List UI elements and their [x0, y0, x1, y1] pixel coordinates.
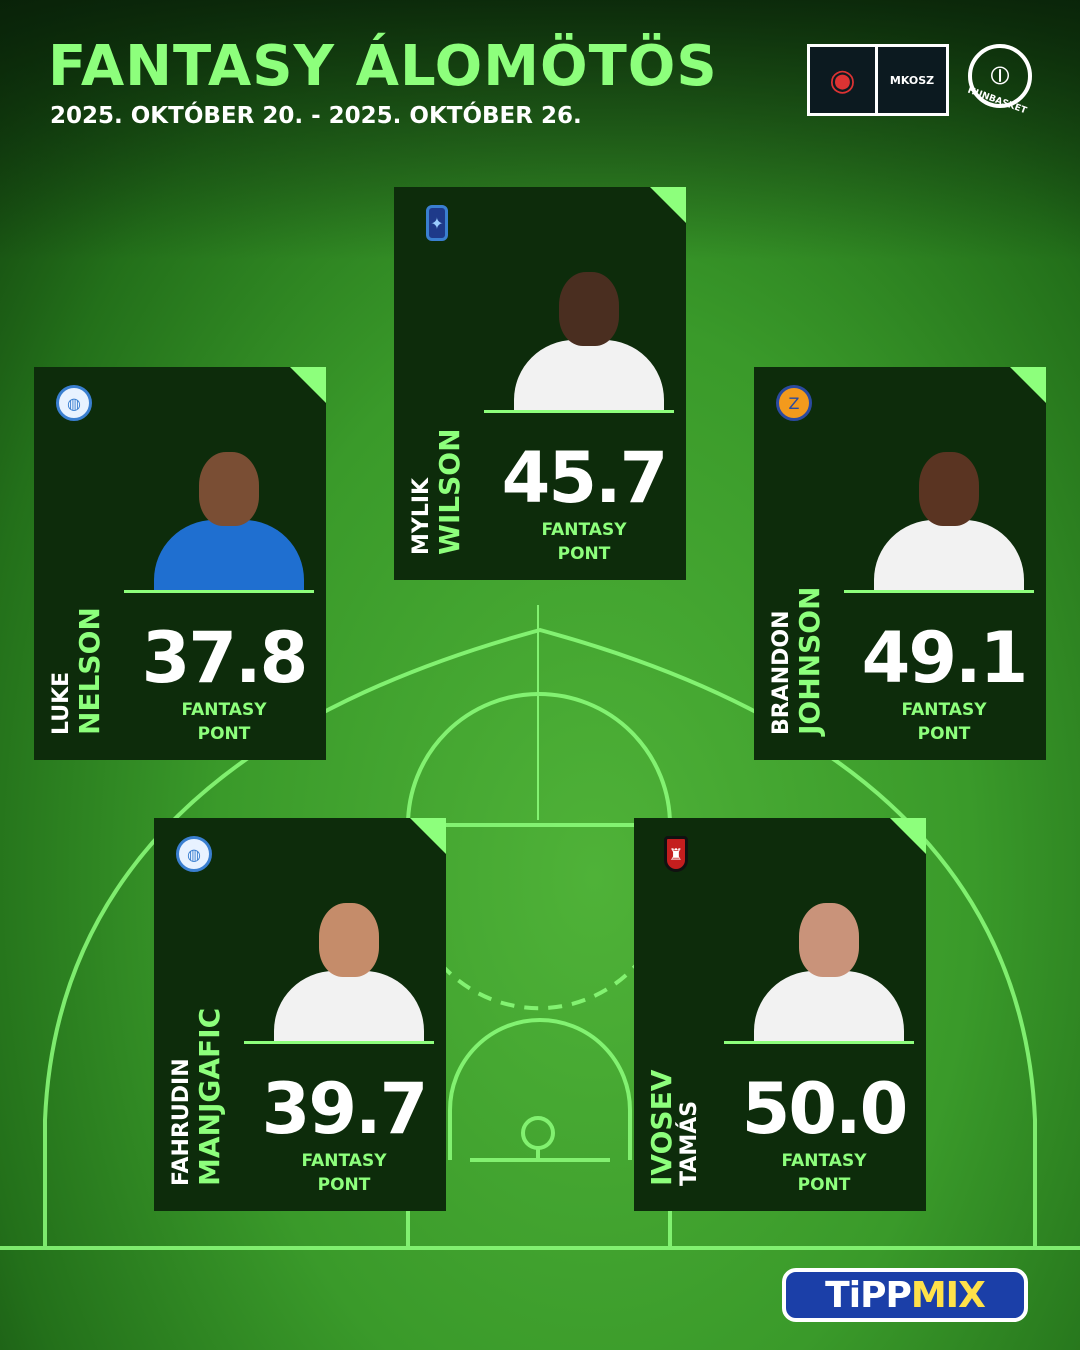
player-name: LUKE NELSON [49, 607, 106, 735]
mkosz-logo: ◉ MKOSZ [807, 44, 949, 116]
pont-label: PONT [557, 544, 611, 564]
player-card-johnson: Z BRANDON JOHNSON 49.1 FANTASY PONT [754, 367, 1046, 760]
player-name: FAHRUDIN MANJGAFIC [169, 1007, 226, 1186]
fantasy-score: 37.8 [141, 617, 309, 699]
fantasy-label: FANTASY [781, 1151, 867, 1171]
page-title: FANTASY ÁLOMÖTÖS [48, 34, 718, 99]
player-card-ivosev: ♜ IVOSEV TAMÁS 50.0 FANTASY PONT [634, 818, 926, 1211]
corner-accent [1010, 367, 1046, 403]
player-photo [754, 873, 904, 1041]
divider [244, 1041, 434, 1044]
fantasy-score: 50.0 [741, 1068, 909, 1150]
corner-accent [410, 818, 446, 854]
fantasy-label: FANTASY [301, 1151, 387, 1171]
team-logo-icon: ◍ [56, 385, 92, 421]
divider [844, 590, 1034, 593]
team-logo-icon: Z [776, 385, 812, 421]
date-range: 2025. OKTÓBER 20. - 2025. OKTÓBER 26. [50, 103, 582, 129]
basketball-hoop-icon: ◉ [810, 47, 878, 113]
team-crest-icon: ♜ [664, 836, 688, 872]
fantasy-label: FANTASY [181, 700, 267, 720]
hunbasket-logo-icon: ⦶ [968, 44, 1032, 108]
pont-label: PONT [797, 1175, 851, 1195]
fantasy-label: FANTASY [541, 520, 627, 540]
pont-label: PONT [197, 724, 251, 744]
player-name: IVOSEV TAMÁS [645, 1069, 702, 1186]
divider [124, 590, 314, 593]
divider [484, 410, 674, 413]
player-card-nelson: ◍ LUKE NELSON 37.8 FANTASY PONT [34, 367, 326, 760]
corner-accent [290, 367, 326, 403]
player-name: MYLIK WILSON [409, 428, 466, 555]
team-logo-icon: ◍ [176, 836, 212, 872]
divider [724, 1041, 914, 1044]
player-card-manjgafic: ◍ FAHRUDIN MANJGAFIC 39.7 FANTASY PONT [154, 818, 446, 1211]
corner-accent [890, 818, 926, 854]
player-photo [274, 873, 424, 1041]
team-logo-icon: ✦ [426, 205, 448, 241]
fantasy-score: 49.1 [861, 617, 1029, 699]
fantasy-score: 45.7 [501, 437, 669, 519]
pont-label: PONT [317, 1175, 371, 1195]
fantasy-score: 39.7 [261, 1068, 429, 1150]
pont-label: PONT [917, 724, 971, 744]
tippmix-logo: TiPP MIX [782, 1268, 1028, 1322]
player-photo [514, 242, 664, 410]
fantasy-label: FANTASY [901, 700, 987, 720]
player-name: BRANDON JOHNSON [769, 586, 826, 736]
player-photo [874, 422, 1024, 590]
corner-accent [650, 187, 686, 223]
player-card-wilson: ✦ MYLIK WILSON 45.7 FANTASY PONT [394, 187, 686, 580]
player-photo [154, 422, 304, 590]
